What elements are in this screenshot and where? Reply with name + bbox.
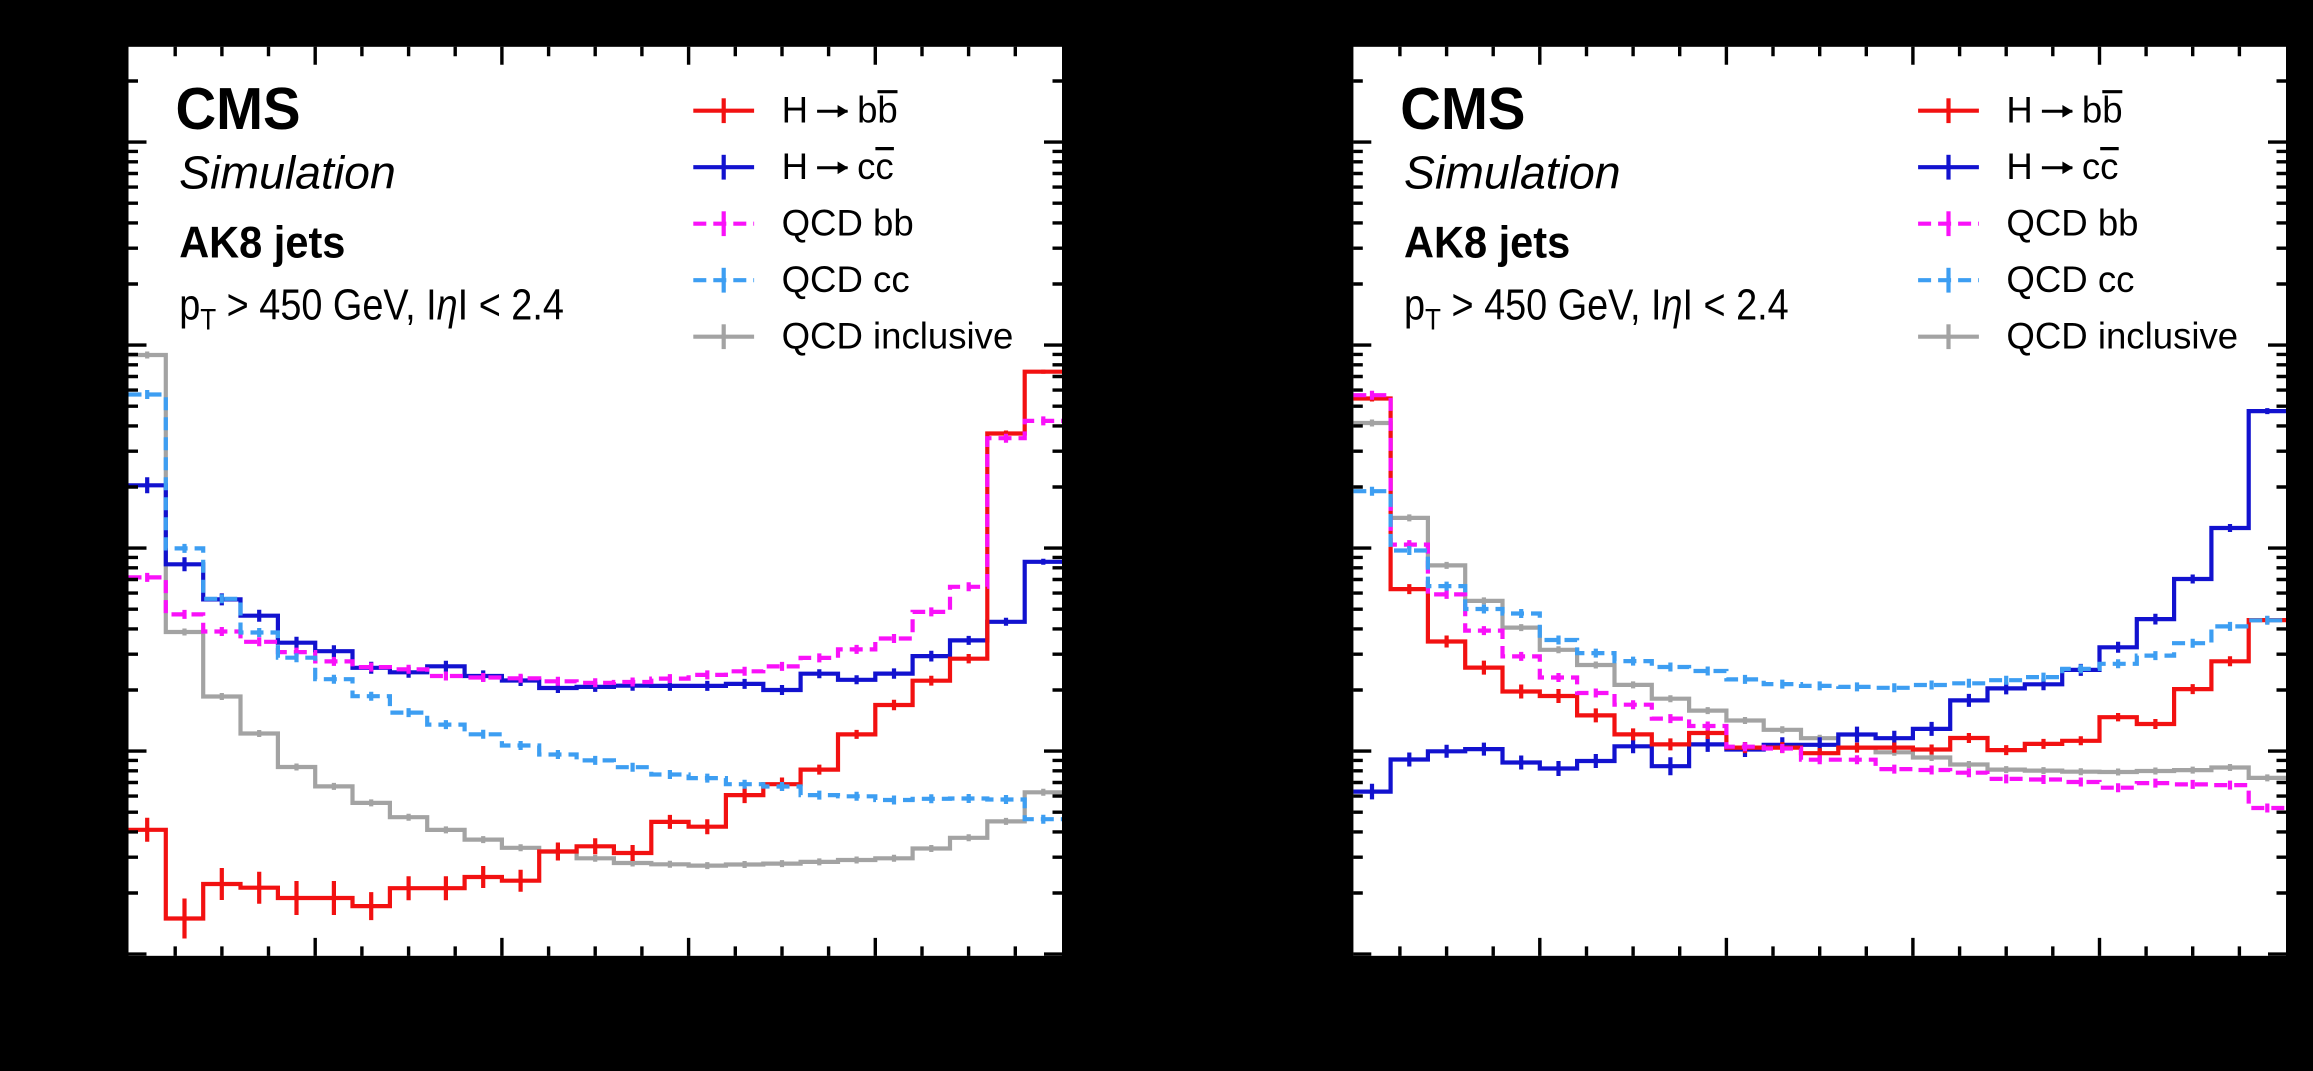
svg-text:cc: cc (857, 146, 894, 187)
svg-text:pT > 450 GeV, IηI < 2.4: pT > 450 GeV, IηI < 2.4 (179, 281, 564, 336)
svg-text:H: H (2006, 89, 2032, 130)
svg-text:QCD bb: QCD bb (2006, 202, 2138, 243)
svg-text:H: H (2006, 146, 2032, 187)
svg-text:AK8 jets: AK8 jets (1404, 219, 1570, 268)
svg-text:QCD inclusive: QCD inclusive (2006, 315, 2238, 356)
svg-text:QCD cc: QCD cc (782, 259, 910, 300)
svg-text:pT > 450 GeV, IηI < 2.4: pT > 450 GeV, IηI < 2.4 (1404, 281, 1789, 336)
svg-text:bb: bb (857, 89, 898, 130)
svg-text:cc: cc (2082, 146, 2119, 187)
svg-text:QCD cc: QCD cc (2006, 259, 2134, 300)
svg-text:Simulation: Simulation (1404, 147, 1621, 199)
svg-text:Simulation: Simulation (179, 147, 396, 199)
svg-text:H: H (782, 146, 808, 187)
svg-text:CMS: CMS (176, 75, 301, 142)
svg-text:QCD inclusive: QCD inclusive (782, 315, 1014, 356)
svg-text:AK8 jets: AK8 jets (179, 219, 345, 268)
svg-text:bb: bb (2082, 89, 2123, 130)
svg-text:H: H (782, 89, 808, 130)
svg-text:CMS: CMS (1400, 75, 1525, 142)
svg-text:QCD bb: QCD bb (782, 202, 914, 243)
